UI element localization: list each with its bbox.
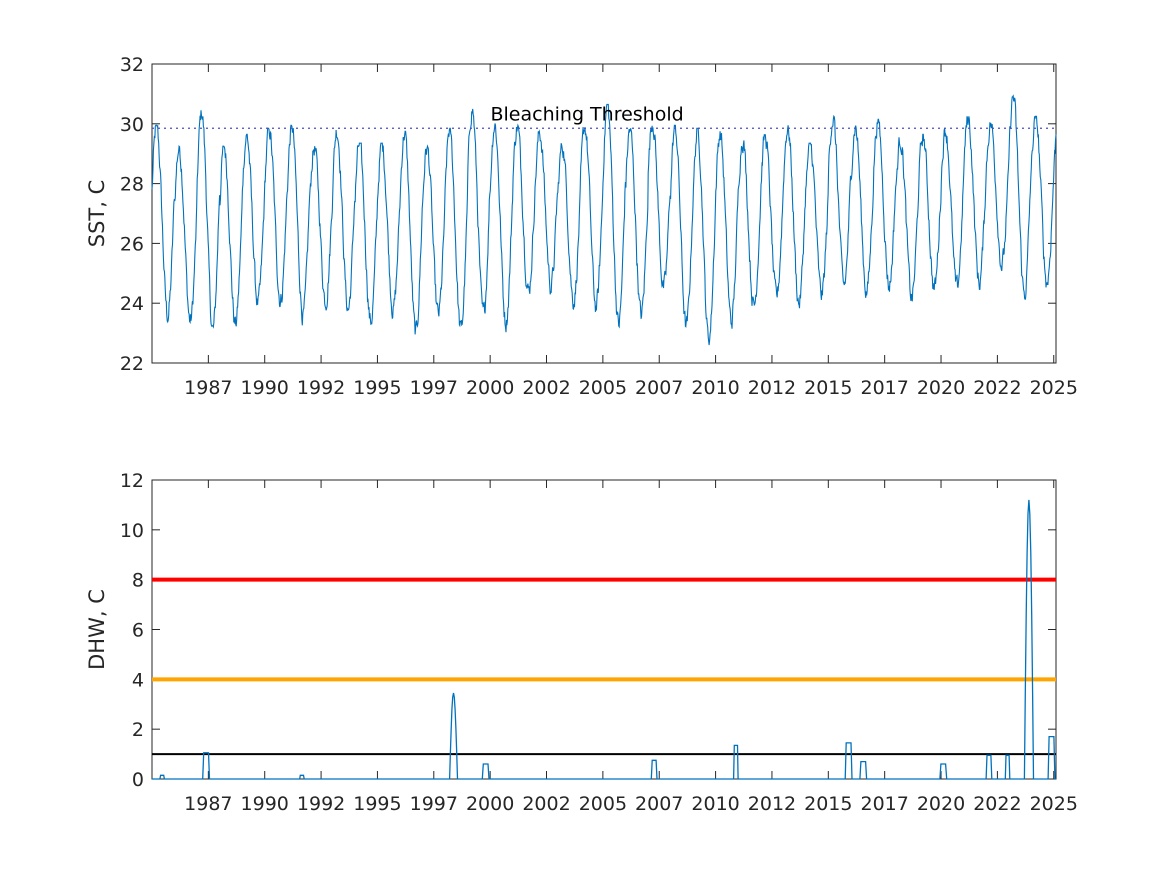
x-tick-label: 2012 xyxy=(748,377,796,399)
y-tick-label: 8 xyxy=(132,570,144,592)
y-tick-label: 10 xyxy=(120,520,144,542)
dhw-axis-label: DHW, C xyxy=(85,589,109,670)
x-tick-label: 2000 xyxy=(466,793,514,815)
y-tick-label: 30 xyxy=(120,114,144,136)
x-tick-label: 2020 xyxy=(917,377,965,399)
x-tick-label: 2022 xyxy=(973,377,1021,399)
x-tick-label: 2017 xyxy=(860,793,908,815)
x-tick-label: 2020 xyxy=(917,793,965,815)
x-tick-label: 1987 xyxy=(184,793,232,815)
x-tick-label: 1987 xyxy=(184,377,232,399)
x-tick-label: 1997 xyxy=(410,793,458,815)
y-tick-label: 28 xyxy=(120,174,144,196)
dhw-chart: 0 2 4 6 8 10 12 1987 1990 1992 1995 1997 2000 2002 200… xyxy=(85,470,1078,815)
y-tick-label: 32 xyxy=(120,54,144,76)
sst-chart: 22 24 26 28 30 32 1987 1990 1992 1995 1997 2000 2002… xyxy=(85,54,1078,399)
plot-area xyxy=(151,63,1057,364)
y-tick-label: 4 xyxy=(132,669,144,691)
x-tick-label: 1997 xyxy=(410,377,458,399)
y-tick-label: 6 xyxy=(132,620,144,642)
x-tick-label: 1992 xyxy=(297,793,345,815)
y-tick-label: 12 xyxy=(120,470,144,492)
y-tick-label: 26 xyxy=(120,233,144,255)
plot-area xyxy=(151,479,1057,780)
x-tick-label: 1992 xyxy=(297,377,345,399)
sst-series-line xyxy=(151,94,1057,346)
x-tick-label: 1990 xyxy=(241,377,289,399)
x-tick-label: 2017 xyxy=(860,377,908,399)
x-tick-label: 2007 xyxy=(635,793,683,815)
x-tick-label: 2012 xyxy=(748,793,796,815)
x-tick-label: 2002 xyxy=(522,793,570,815)
sst-axis-label: SST, C xyxy=(85,180,109,248)
x-tick-label: 2022 xyxy=(973,793,1021,815)
y-tick-label: 22 xyxy=(120,353,144,375)
x-tick-label: 2010 xyxy=(691,793,739,815)
dhw-series-line xyxy=(152,499,1056,780)
y-tick-label: 24 xyxy=(120,293,144,315)
x-tick-label: 2005 xyxy=(579,377,627,399)
y-tick-label: 0 xyxy=(132,769,144,791)
x-tick-label: 1995 xyxy=(353,793,401,815)
x-tick-label: 2025 xyxy=(1030,793,1078,815)
bleaching-threshold-annotation: Bleaching Threshold xyxy=(490,103,683,125)
x-tick-label: 2015 xyxy=(804,377,852,399)
x-tick-label: 2015 xyxy=(804,793,852,815)
x-tick-label: 2010 xyxy=(691,377,739,399)
x-tick-label: 2007 xyxy=(635,377,683,399)
x-tick-label: 2025 xyxy=(1030,377,1078,399)
x-tick-label: 1995 xyxy=(353,377,401,399)
x-tick-label: 2002 xyxy=(522,377,570,399)
x-tick-label: 2005 xyxy=(579,793,627,815)
x-tick-label: 1990 xyxy=(241,793,289,815)
x-tick-label: 2000 xyxy=(466,377,514,399)
y-tick-label: 2 xyxy=(132,719,144,741)
